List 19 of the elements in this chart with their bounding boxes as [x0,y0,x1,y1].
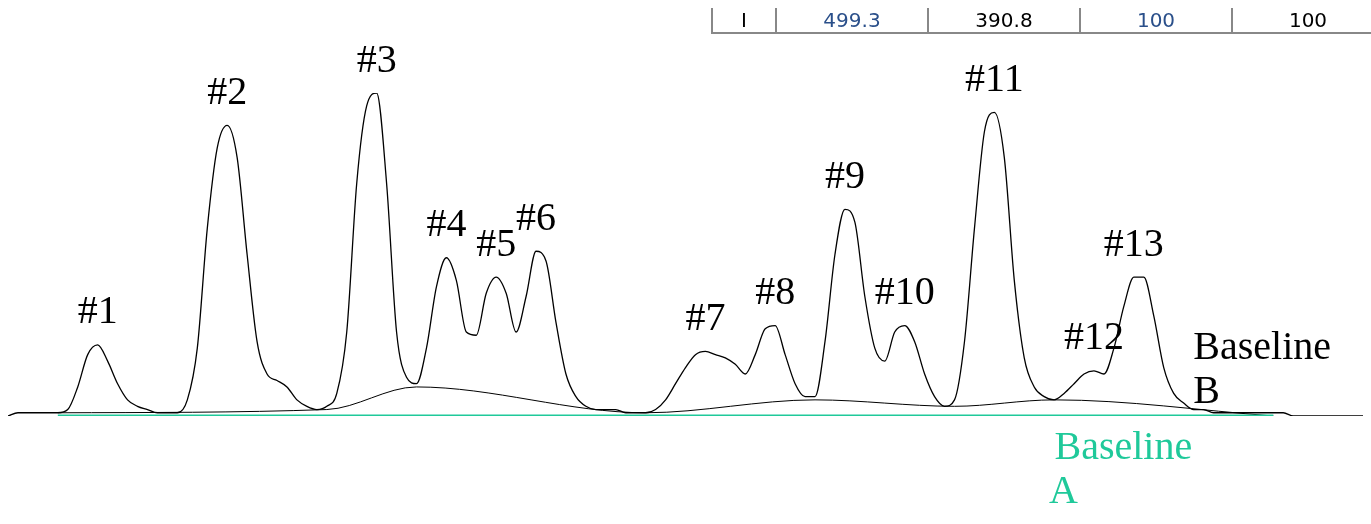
annotation: #13 [1103,219,1164,265]
annotation: #8 [755,268,796,314]
annotation: #2 [207,67,248,113]
annotation: #6 [516,193,557,239]
series-label: Baseline B [1193,322,1332,412]
annotation: #3 [356,35,397,81]
annotation: #4 [426,200,467,246]
series-label: Baseline A [1048,422,1193,512]
annotation: #10 [874,268,935,314]
annotation: #9 [824,151,865,197]
text: 100 [1081,8,1233,32]
text: 100 [1233,8,1371,32]
annotation: #5 [476,219,517,265]
text: 499.3 [777,8,929,32]
annotation: #1 [77,287,118,333]
annotation: #11 [965,54,1024,100]
text: 390.8 [929,8,1081,32]
text: I [713,8,777,32]
annotation: #7 [685,293,726,339]
